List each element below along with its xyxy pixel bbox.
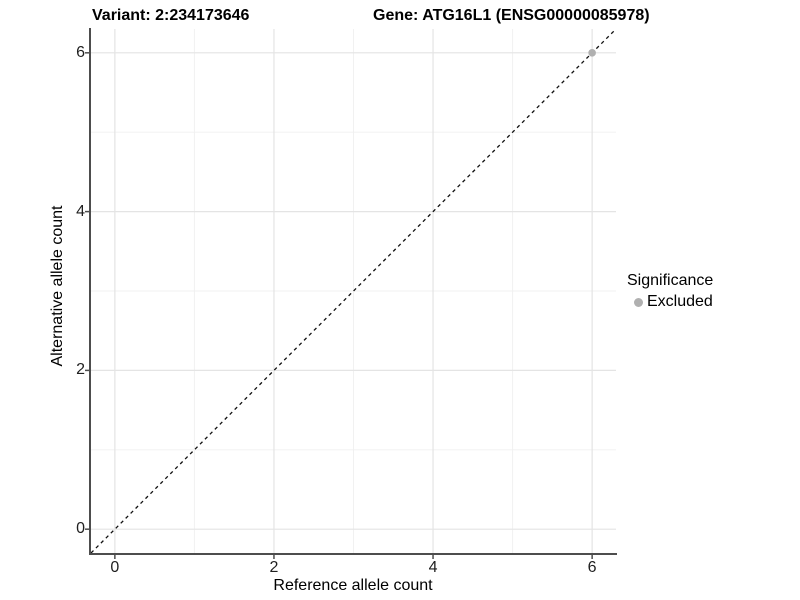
plot-title-gene: Gene: ATG16L1 (ENSG00000085978): [373, 7, 650, 24]
legend-point-icon: [634, 297, 643, 307]
legend-item-excluded: Excluded: [627, 293, 713, 311]
legend-item-label: Excluded: [647, 293, 713, 310]
legend: Significance Excluded: [627, 271, 713, 311]
data-point: [588, 49, 596, 57]
x-tick-label: 6: [587, 559, 597, 576]
legend-title: Significance: [627, 272, 714, 289]
identity-dashed-line: [90, 28, 617, 554]
plot-title-variant: Variant: 2:234173646: [92, 7, 250, 24]
y-axis-title: Alternative allele count: [49, 205, 66, 367]
y-tick-label: 4: [76, 202, 85, 220]
y-tick-label: 6: [76, 43, 85, 61]
x-tick-label: 0: [110, 559, 120, 576]
x-tick-label: 4: [428, 559, 438, 576]
y-tick-label: 0: [76, 520, 85, 538]
x-axis-title: Reference allele count: [273, 577, 433, 594]
x-tick-label: 2: [269, 559, 279, 576]
y-tick-label: 2: [76, 361, 85, 379]
